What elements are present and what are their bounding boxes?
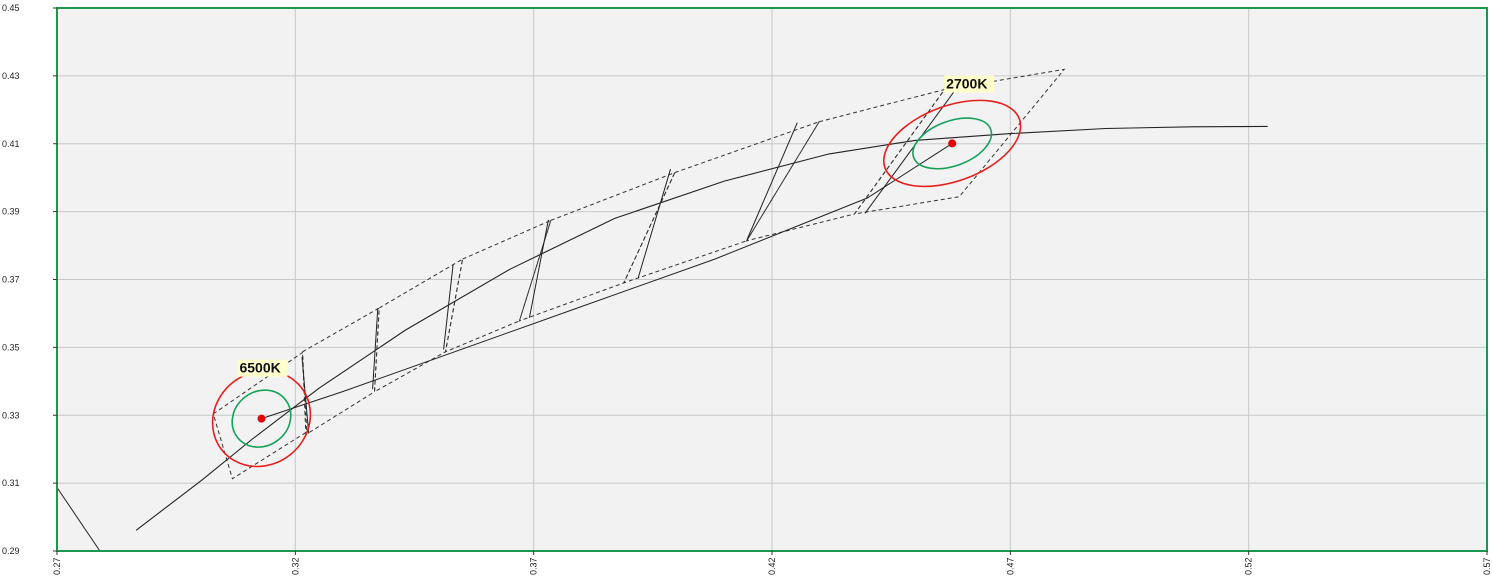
curves xyxy=(56,84,1268,552)
cct-line xyxy=(443,264,454,350)
y-tick-label: 0.37 xyxy=(2,275,20,285)
edge-segment xyxy=(56,487,101,552)
x-tick-label: 0.37 xyxy=(529,557,539,575)
planckian-locus xyxy=(135,125,1268,531)
x-tick-label: 0.42 xyxy=(767,557,777,575)
outer-tolerance-ellipse xyxy=(211,369,312,468)
annotations: 6500K 2700K xyxy=(237,75,995,377)
x-tick-label: 0.47 xyxy=(1005,557,1015,575)
tolerance-ellipses xyxy=(211,99,1022,468)
x-tick-label: 0.27 xyxy=(52,557,62,575)
cct-line xyxy=(301,357,310,434)
y-tick-label: 0.31 xyxy=(2,478,20,488)
y-tick-label: 0.35 xyxy=(2,342,20,352)
ansi-quadrangle xyxy=(444,219,552,353)
reference-line xyxy=(261,142,953,420)
y-tick-label: 0.41 xyxy=(2,139,20,149)
y-tick-label: 0.39 xyxy=(2,207,20,217)
ansi-quadrangle xyxy=(301,307,380,436)
cct-line xyxy=(637,169,671,279)
x-tick-label: 0.57 xyxy=(1482,557,1492,575)
tick-labels: 0.29 0.31 0.33 0.35 0.37 0.39 0.41 0.43 0.45 0.27… xyxy=(2,3,1492,575)
cct-line xyxy=(746,122,798,241)
cct-line xyxy=(372,307,379,390)
cct-label-background xyxy=(237,359,288,377)
x-tick-label: 0.52 xyxy=(1244,557,1254,575)
y-tick-label: 0.43 xyxy=(2,71,20,81)
cct-label: 2700K xyxy=(946,75,987,91)
points xyxy=(257,139,957,423)
grid xyxy=(57,8,1487,551)
y-tick-label: 0.45 xyxy=(2,3,20,13)
ansi-quadrangle xyxy=(622,120,821,284)
outer-tolerance-ellipse xyxy=(882,99,1022,188)
cct-label: 6500K xyxy=(239,360,280,376)
y-tick-label: 0.29 xyxy=(2,546,20,556)
x-tick-label: 0.32 xyxy=(290,557,300,575)
cct-label-background xyxy=(944,75,995,93)
inner-tolerance-ellipse xyxy=(912,117,993,170)
y-tick-label: 0.33 xyxy=(2,410,20,420)
cct-line xyxy=(528,219,549,318)
inner-tolerance-ellipse xyxy=(231,389,292,448)
chromaticity-point xyxy=(948,139,957,148)
ansi-quadrangle xyxy=(853,68,1066,215)
chromaticity-point xyxy=(257,414,266,423)
